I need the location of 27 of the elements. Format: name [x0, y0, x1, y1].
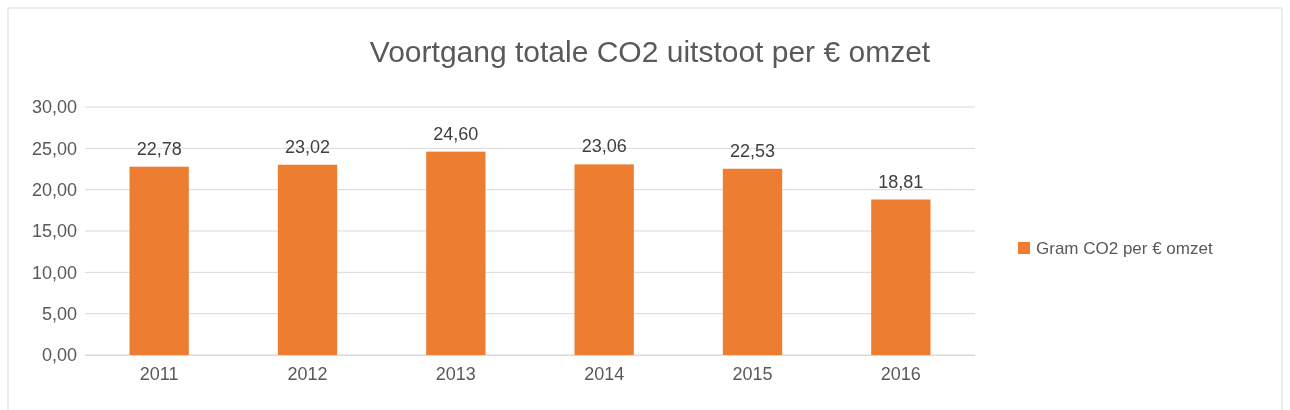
y-tick-label: 10,00	[31, 262, 77, 283]
chart-title: Voortgang totale CO2 uitstoot per € omzet	[369, 35, 931, 68]
y-tick-label: 30,00	[31, 97, 77, 118]
x-tick-label: 2015	[732, 363, 773, 384]
data-label: 23,06	[581, 136, 627, 157]
data-label: 18,81	[878, 171, 924, 192]
x-tick-label: 2014	[584, 363, 625, 384]
x-tick-label: 2011	[139, 363, 179, 384]
y-tick-label: 5,00	[41, 303, 77, 324]
data-label: 23,02	[284, 136, 331, 157]
bar	[574, 164, 634, 355]
x-tick-label: 2013	[435, 363, 476, 384]
x-tick-label: 2012	[287, 363, 328, 384]
y-tick-label: 25,00	[31, 138, 77, 159]
bar	[871, 199, 931, 355]
y-tick-label: 0,00	[41, 345, 77, 366]
y-tick-label: 20,00	[31, 179, 77, 200]
data-label: 22,53	[729, 140, 776, 161]
bar	[129, 166, 189, 355]
y-tick-label: 15,00	[31, 221, 77, 242]
bar	[426, 151, 486, 355]
data-label: 24,60	[433, 123, 479, 144]
legend-label: Gram CO2 per € omzet	[1036, 239, 1213, 258]
data-label: 22,78	[136, 138, 182, 159]
bar	[722, 168, 783, 355]
x-tick-label: 2016	[880, 363, 921, 384]
bar	[277, 164, 338, 355]
